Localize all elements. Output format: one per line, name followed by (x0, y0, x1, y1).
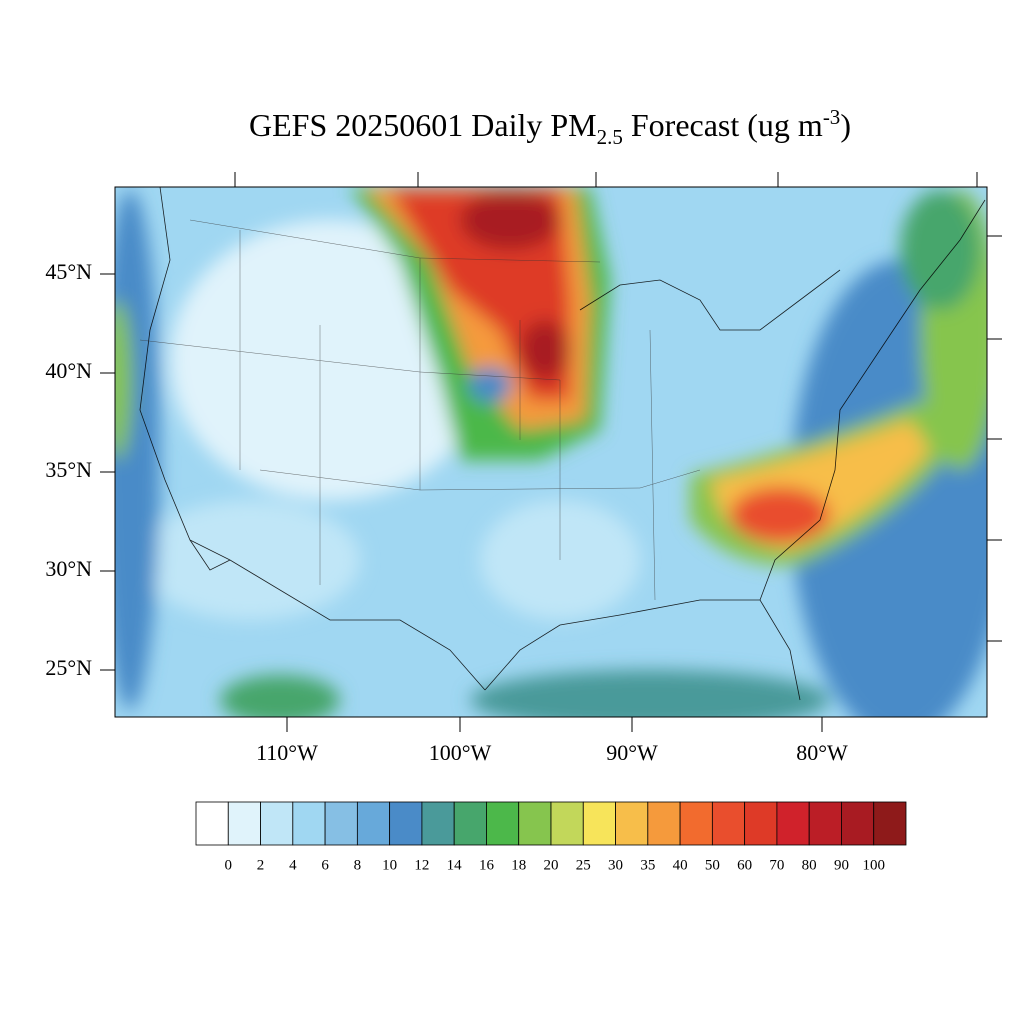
lat-label: 45°N (45, 259, 92, 284)
colorbar-label: 60 (737, 857, 752, 873)
colorbar-box (679, 801, 713, 846)
colorbar-box (324, 801, 358, 846)
colorbar-box (421, 801, 455, 846)
title-text: Forecast (ug m (623, 107, 823, 143)
title-superscript: -3 (823, 105, 841, 129)
title-text: ) (840, 107, 851, 143)
map-field (115, 187, 987, 717)
colorbar-label: 8 (354, 857, 362, 873)
colorbar-label: 0 (225, 857, 233, 873)
colorbar-box (873, 801, 907, 846)
lat-label: 25°N (45, 655, 92, 680)
colorbar-box (711, 801, 746, 846)
colorbar-label: 10 (382, 857, 397, 873)
colorbar-box (453, 801, 487, 846)
coastlines (139, 187, 986, 701)
title-text: GEFS 20250601 Daily PM (249, 107, 597, 143)
map-title: GEFS 20250601 Daily PM2.5 Forecast (ug m… (249, 105, 851, 149)
colorbar-label: 6 (321, 857, 329, 873)
colorbar-label: 90 (834, 857, 849, 873)
lon-label: 110°W (256, 740, 318, 765)
colorbar-box (841, 801, 875, 846)
colorbar-label: 4 (289, 857, 297, 873)
colorbar-box (389, 801, 423, 846)
colorbar-label: 30 (608, 857, 623, 873)
ticks (100, 172, 1002, 732)
colorbar-box (195, 801, 229, 846)
colorbar-label: 80 (802, 857, 817, 873)
colorbar-label: 16 (479, 857, 495, 873)
colorbar-label: 25 (576, 857, 591, 873)
colorbar-label: 70 (769, 857, 784, 873)
colorbar-box (647, 801, 681, 846)
colorbar-label: 50 (705, 857, 720, 873)
colorbar-box (776, 801, 810, 846)
lat-label: 30°N (45, 556, 92, 581)
lat-label: 40°N (45, 358, 92, 383)
colorbar-label: 12 (414, 857, 429, 873)
colorbar-box (260, 801, 294, 846)
title-subscript: 2.5 (597, 125, 623, 149)
colorbar-box (356, 801, 391, 846)
colorbar-label: 2 (257, 857, 265, 873)
colorbar-label: 35 (640, 857, 655, 873)
colorbar-box (744, 801, 778, 846)
colorbar-box (518, 801, 552, 846)
colorbar-label: 40 (673, 857, 688, 873)
colorbar-box (808, 801, 842, 846)
colorbar-box (227, 801, 261, 846)
map-frame (114, 186, 988, 718)
lon-label: 100°W (429, 740, 492, 765)
colorbar-box (615, 801, 649, 846)
colorbar-label: 20 (544, 857, 559, 873)
colorbar-box (582, 801, 616, 846)
colorbar-box (486, 801, 520, 846)
colorbar-box (550, 801, 584, 846)
lon-label: 80°W (796, 740, 848, 765)
colorbar-label: 100 (862, 857, 885, 873)
state-borders (139, 219, 701, 601)
colorbar-label: 14 (447, 857, 463, 873)
colorbar-box (292, 801, 326, 846)
colorbar-label: 18 (511, 857, 526, 873)
lon-label: 90°W (606, 740, 658, 765)
lat-label: 35°N (45, 457, 92, 482)
